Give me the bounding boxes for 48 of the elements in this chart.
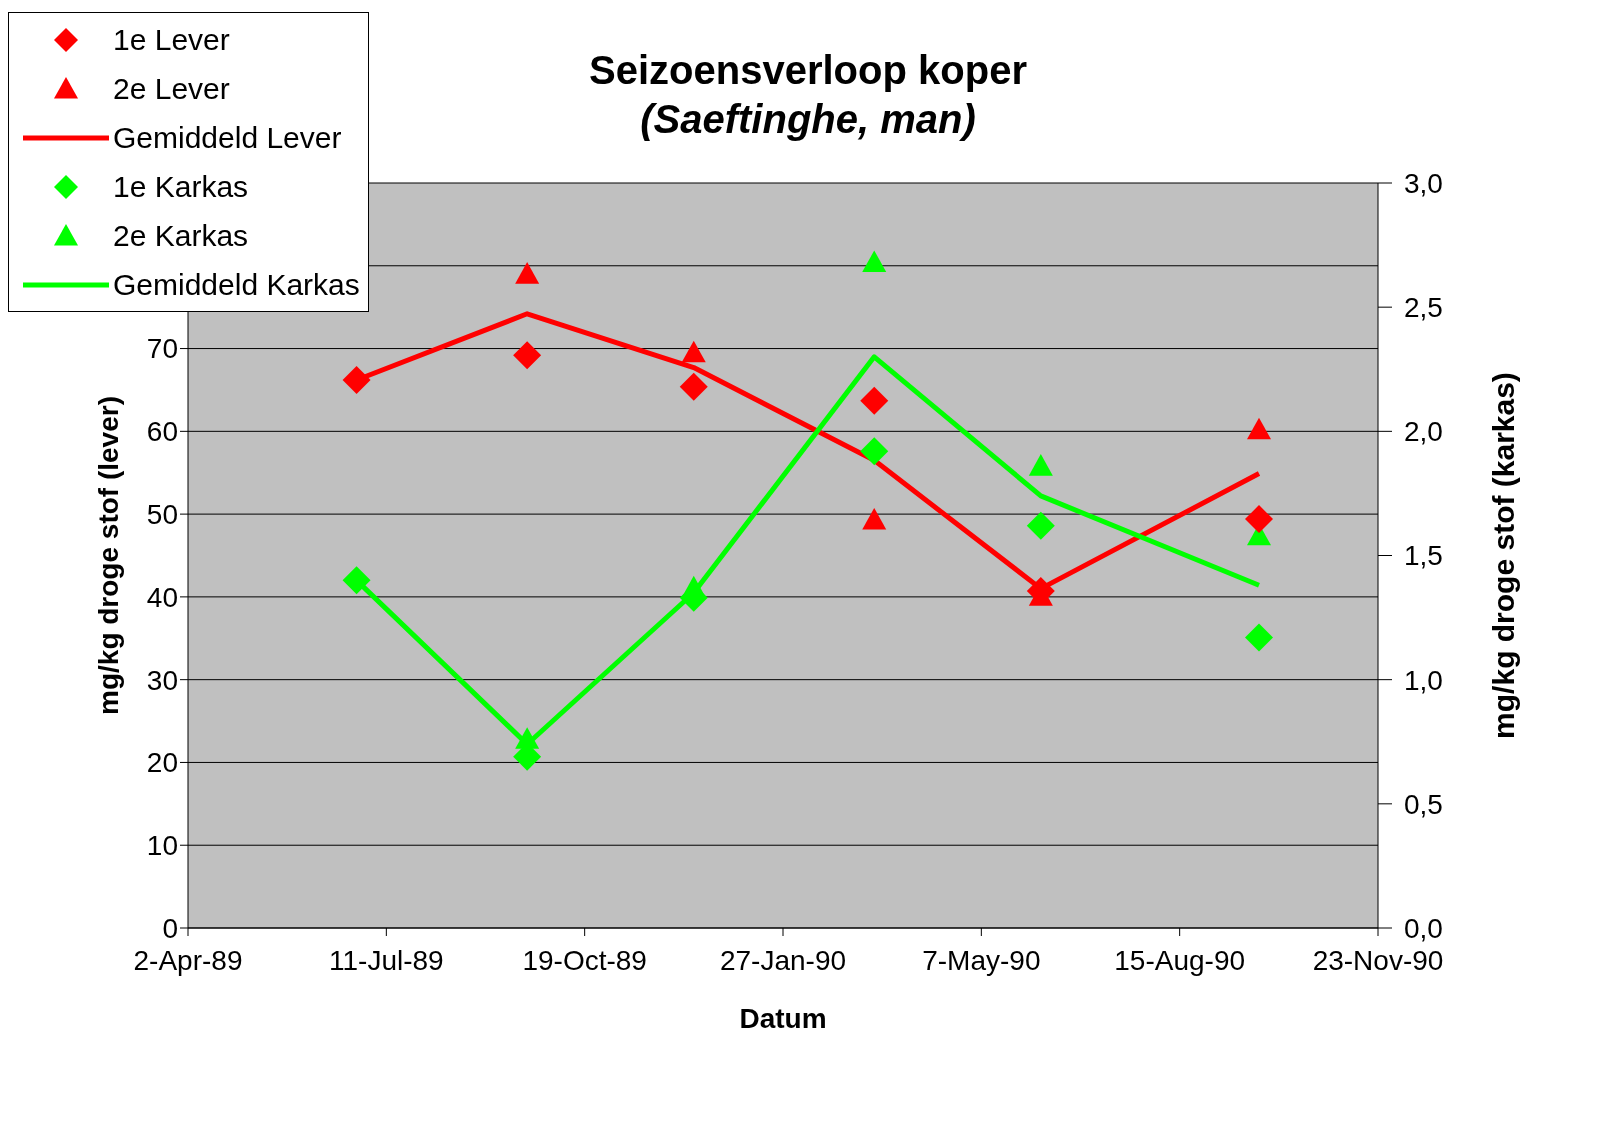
y-tick-label: 20 bbox=[146, 747, 178, 779]
x-axis-title: Datum bbox=[739, 1003, 827, 1034]
point bbox=[681, 340, 706, 363]
x-tick-label: 19-Oct-89 bbox=[522, 944, 647, 976]
y-tick-label: 60 bbox=[146, 416, 178, 448]
point bbox=[342, 366, 371, 395]
legend-label: 2e Lever bbox=[113, 71, 230, 106]
y2-tick-label: 3,0 bbox=[1404, 167, 1443, 199]
point bbox=[860, 386, 889, 415]
legend-label: 1e Karkas bbox=[113, 169, 249, 204]
point bbox=[1026, 511, 1055, 540]
point bbox=[862, 250, 887, 273]
y-axis-title: mg/kg droge stof (lever) bbox=[92, 396, 124, 715]
x-tick-label: 27-Jan-90 bbox=[719, 944, 847, 976]
point bbox=[513, 341, 542, 370]
y2-tick-label: 1,0 bbox=[1404, 664, 1443, 696]
x-tick-label: 11-Jul-89 bbox=[329, 944, 444, 976]
y-tick-label: 70 bbox=[146, 333, 178, 365]
legend-label: Gemiddeld Lever bbox=[113, 120, 342, 155]
x-tick-label: 23-Nov-90 bbox=[1312, 944, 1444, 976]
y-tick-label: 50 bbox=[146, 499, 178, 531]
y2-axis-title: mg/kg droge stof (karkas) bbox=[1486, 372, 1520, 739]
chart-subtitle: (Saeftinghe, man) bbox=[640, 97, 976, 141]
point bbox=[342, 566, 371, 595]
y2-tick-label: 1,5 bbox=[1404, 540, 1443, 572]
y2-tick-label: 2,5 bbox=[1404, 292, 1443, 324]
y-tick-label: 40 bbox=[146, 581, 178, 613]
point bbox=[1245, 505, 1273, 534]
x-tick-label: 7-May-90 bbox=[922, 944, 1041, 976]
point bbox=[1245, 623, 1273, 652]
y2-tick-label: 0,0 bbox=[1404, 912, 1443, 944]
legend-label: Gemiddeld Karkas bbox=[113, 267, 360, 302]
y2-tick-label: 2,0 bbox=[1404, 416, 1443, 448]
x-tick-label: 15-Aug-90 bbox=[1114, 944, 1246, 976]
y2-tick-label: 0,5 bbox=[1404, 788, 1443, 820]
x-tick-label: 2-Apr-89 bbox=[133, 944, 243, 976]
y-tick-label: 10 bbox=[146, 830, 178, 862]
point bbox=[515, 262, 540, 284]
legend-label: 1e Lever bbox=[113, 22, 230, 57]
chart-title: Seizoensverloop koper bbox=[589, 48, 1027, 92]
y-tick-label: 0 bbox=[162, 912, 178, 944]
point bbox=[679, 372, 708, 401]
point bbox=[1247, 417, 1271, 440]
point bbox=[862, 507, 887, 530]
y-tick-label: 30 bbox=[146, 664, 178, 696]
point bbox=[1028, 454, 1053, 476]
legend-label: 2e Karkas bbox=[113, 218, 249, 253]
point bbox=[860, 437, 889, 466]
